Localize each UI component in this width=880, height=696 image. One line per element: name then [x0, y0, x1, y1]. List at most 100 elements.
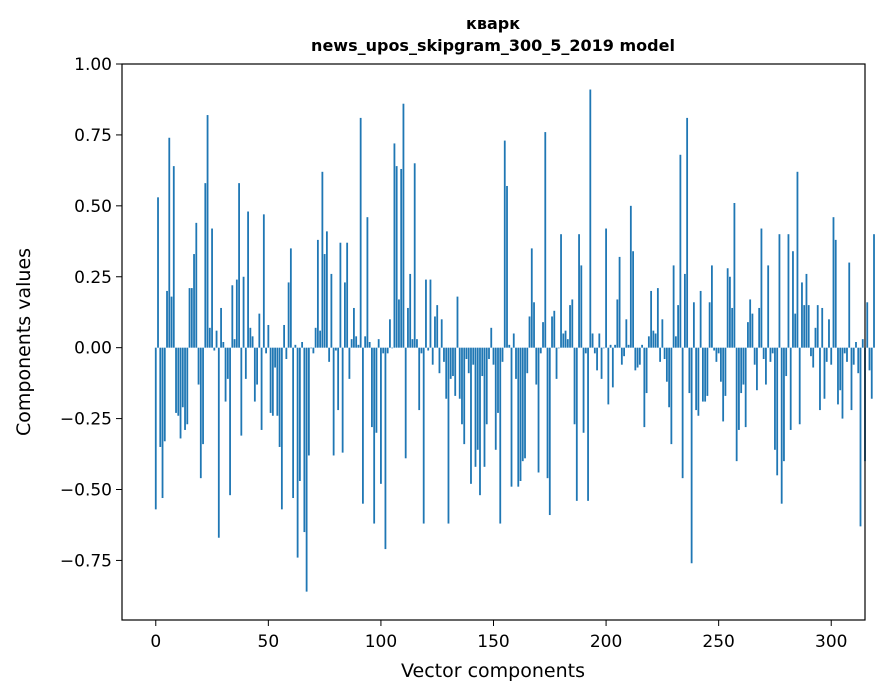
bar [812, 347, 815, 368]
bar [614, 344, 616, 348]
bar [715, 347, 718, 362]
bar [474, 347, 477, 467]
bar [873, 234, 875, 348]
bar [472, 347, 475, 365]
bar [582, 347, 585, 433]
bar [587, 347, 589, 501]
bar [298, 347, 301, 481]
bar [314, 327, 317, 348]
bar [798, 347, 801, 425]
bar [760, 228, 763, 348]
bar [294, 344, 297, 348]
bar [375, 347, 378, 433]
bar [325, 231, 328, 348]
bar [231, 285, 234, 348]
x-axis-label: Vector components [401, 660, 585, 682]
bar [346, 242, 349, 348]
bar [391, 347, 394, 349]
bar [575, 347, 578, 501]
bar [738, 347, 740, 430]
bar [485, 347, 488, 425]
bar [463, 347, 466, 445]
bar [605, 228, 607, 348]
bar [154, 347, 157, 510]
bar [274, 347, 276, 368]
bar [870, 347, 873, 399]
bar [868, 347, 871, 371]
bar [503, 140, 506, 348]
bar [443, 347, 445, 362]
bar [418, 347, 421, 411]
bar [213, 347, 216, 351]
bar [355, 336, 358, 348]
bar [661, 319, 664, 348]
bar [859, 347, 862, 527]
bar [481, 347, 484, 377]
bar [456, 296, 459, 348]
bar [796, 171, 799, 348]
bar [762, 347, 765, 360]
bar [258, 313, 261, 348]
bar [467, 347, 470, 374]
bar [641, 344, 643, 348]
y-tick-label: 0.00 [74, 339, 112, 359]
bar [172, 166, 175, 348]
bar [749, 299, 752, 348]
bar [404, 347, 407, 459]
bar [600, 347, 603, 379]
bar [607, 347, 610, 405]
bar [384, 347, 387, 550]
bar [843, 347, 846, 354]
bar [168, 137, 171, 348]
bar [544, 132, 547, 348]
bar [476, 347, 479, 450]
x-tick-label: 150 [477, 632, 509, 652]
y-tick-label: −0.50 [60, 481, 112, 501]
bar [674, 336, 677, 348]
bar [321, 171, 324, 348]
bar [382, 347, 385, 354]
bar [776, 347, 779, 476]
bar [465, 347, 468, 360]
bar [440, 319, 443, 348]
bar [316, 239, 319, 348]
bar [371, 347, 373, 428]
bar [855, 342, 857, 348]
bar [339, 242, 342, 348]
bar [769, 347, 772, 362]
bar [233, 339, 236, 348]
bar [256, 347, 258, 385]
bar [161, 347, 164, 499]
bar [825, 347, 828, 362]
bar [303, 347, 306, 533]
x-tick-label: 250 [702, 632, 734, 652]
bar [364, 336, 367, 348]
bar [711, 265, 713, 348]
bar [677, 305, 680, 348]
x-tick-label: 300 [815, 632, 847, 652]
bar [780, 347, 783, 504]
x-tick-label: 50 [258, 632, 280, 652]
bar [470, 347, 472, 484]
bar [704, 347, 707, 402]
bar [555, 347, 558, 379]
bar [866, 302, 869, 348]
bar [663, 347, 666, 360]
bar [422, 347, 425, 524]
bar [850, 347, 853, 411]
bar [526, 347, 529, 374]
bar [814, 327, 817, 348]
bar [584, 347, 587, 354]
bar [452, 347, 454, 377]
bar [429, 279, 432, 348]
bar [380, 347, 382, 484]
bar [729, 276, 731, 348]
bar [407, 307, 409, 348]
bar [175, 347, 177, 413]
bar [265, 347, 267, 354]
bar [623, 347, 625, 357]
bar [238, 183, 240, 348]
bar [852, 347, 855, 365]
bar [170, 296, 173, 348]
bar [494, 347, 497, 450]
